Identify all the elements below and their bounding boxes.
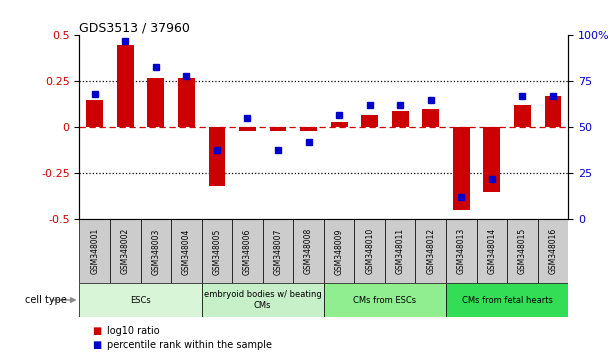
Text: GSM348006: GSM348006 [243, 228, 252, 275]
Text: GDS3513 / 37960: GDS3513 / 37960 [79, 21, 190, 34]
Text: GSM348014: GSM348014 [488, 228, 496, 274]
Text: GSM348011: GSM348011 [396, 228, 404, 274]
Text: GSM348001: GSM348001 [90, 228, 99, 274]
Text: GSM348009: GSM348009 [335, 228, 343, 275]
Text: GSM348015: GSM348015 [518, 228, 527, 274]
Text: ■: ■ [92, 326, 101, 336]
Text: CMs from ESCs: CMs from ESCs [353, 296, 417, 304]
Text: GSM348003: GSM348003 [152, 228, 160, 275]
Bar [117, 45, 134, 127]
Text: GSM348012: GSM348012 [426, 228, 435, 274]
Text: ESCs: ESCs [130, 296, 151, 304]
Bar [269, 127, 287, 131]
Text: GSM348005: GSM348005 [213, 228, 221, 275]
Text: cell type: cell type [25, 295, 67, 305]
Text: ■: ■ [92, 340, 101, 350]
Text: GSM348016: GSM348016 [549, 228, 557, 274]
Bar [483, 127, 500, 192]
Bar [446, 219, 477, 283]
Bar [422, 109, 439, 127]
Bar [300, 127, 317, 131]
Bar [324, 219, 354, 283]
Text: GSM348004: GSM348004 [182, 228, 191, 275]
Bar [79, 219, 110, 283]
Bar [538, 219, 568, 283]
Bar [385, 219, 415, 283]
Bar [208, 127, 225, 186]
Text: GSM348002: GSM348002 [121, 228, 130, 274]
Bar [263, 219, 293, 283]
Bar [331, 122, 348, 127]
Bar [544, 96, 562, 127]
Bar [232, 219, 263, 283]
Text: GSM348010: GSM348010 [365, 228, 374, 274]
Bar [514, 105, 531, 127]
Bar [202, 283, 324, 317]
Text: percentile rank within the sample: percentile rank within the sample [107, 340, 272, 350]
Bar [79, 283, 202, 317]
Bar [354, 219, 385, 283]
Text: log10 ratio: log10 ratio [107, 326, 159, 336]
Text: CMs from fetal hearts: CMs from fetal hearts [462, 296, 552, 304]
Bar [293, 219, 324, 283]
Bar [477, 219, 507, 283]
Text: embryoid bodies w/ beating
CMs: embryoid bodies w/ beating CMs [204, 290, 321, 310]
Bar [507, 219, 538, 283]
Bar [415, 219, 446, 283]
Bar [453, 127, 470, 210]
Bar [202, 219, 232, 283]
Bar [86, 100, 103, 127]
Bar [110, 219, 141, 283]
Bar [171, 219, 202, 283]
Text: GSM348008: GSM348008 [304, 228, 313, 274]
Text: GSM348013: GSM348013 [457, 228, 466, 274]
Bar [239, 127, 256, 131]
Text: GSM348007: GSM348007 [274, 228, 282, 275]
Bar [324, 283, 446, 317]
Bar [141, 219, 171, 283]
Bar [178, 78, 195, 127]
Bar [361, 115, 378, 127]
Bar [147, 78, 164, 127]
Bar [446, 283, 568, 317]
Bar [392, 111, 409, 127]
